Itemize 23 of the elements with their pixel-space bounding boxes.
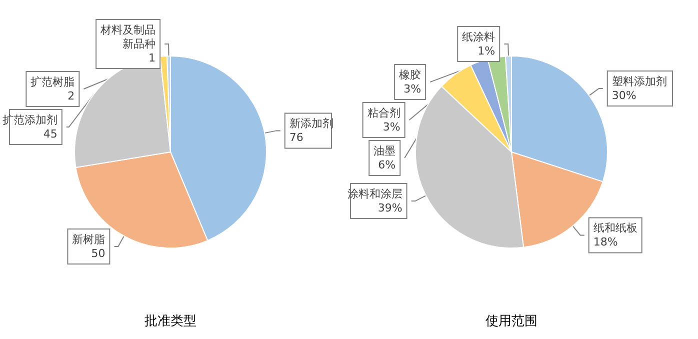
data-label: 30%: [612, 89, 636, 102]
slice-label: 新树脂: [72, 232, 106, 246]
text: 批准类型: [144, 314, 196, 329]
data-label: 39%: [378, 202, 402, 215]
slice-label: 塑料添加剂: [612, 75, 667, 88]
slice-label: 油墨: [374, 144, 396, 158]
data-label: 6%: [378, 158, 396, 172]
text: 使用范围: [486, 314, 538, 329]
slice-label: 纸和纸板: [593, 222, 638, 235]
data-label: 45: [43, 128, 58, 141]
slice-label: 粘合剂: [367, 106, 400, 120]
data-label: 76: [289, 131, 304, 144]
slice-label: 纸涂料: [462, 30, 496, 44]
data-label: 3%: [404, 82, 422, 96]
data-label: 3%: [382, 120, 400, 134]
data-label: 1%: [478, 44, 496, 58]
data-label: 50: [91, 246, 106, 260]
data-label: 1: [148, 52, 156, 65]
slice-label: 扩范树脂: [30, 76, 75, 89]
slice-label: 橡胶: [399, 68, 422, 82]
data-label: 2: [68, 90, 75, 103]
data-label: 18%: [593, 236, 618, 249]
slice-label: 材料及制品新品种: [100, 24, 156, 51]
